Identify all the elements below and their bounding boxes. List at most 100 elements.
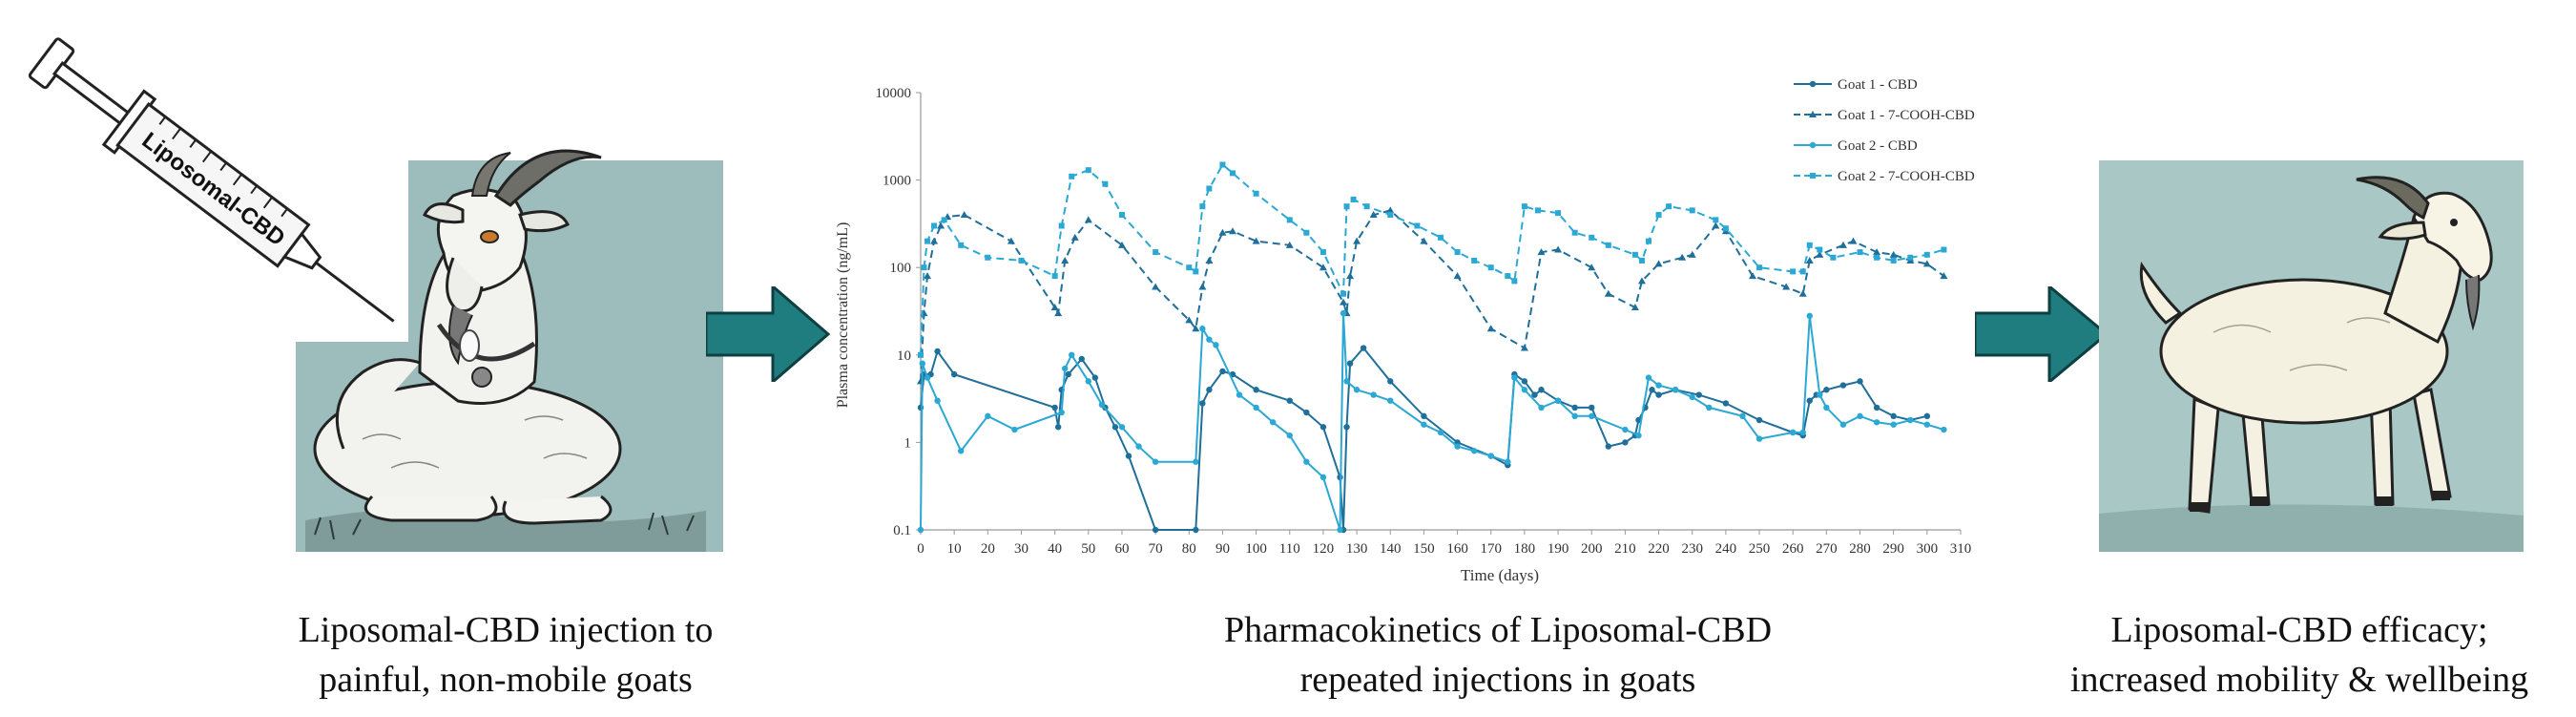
x-tick-label: 30 (1014, 541, 1028, 557)
data-point (1873, 419, 1880, 426)
data-point (941, 217, 947, 223)
legend-item: Goat 1 - 7-COOH-CBD (1794, 108, 1975, 123)
data-point (1319, 264, 1327, 271)
data-point (1205, 256, 1214, 264)
data-point (1538, 404, 1545, 411)
data-point (1810, 173, 1816, 179)
data-point (1343, 378, 1350, 385)
data-point (1054, 309, 1063, 317)
data-point (1420, 237, 1428, 244)
data-point (1505, 458, 1511, 465)
data-point (1666, 203, 1672, 210)
data-point (1252, 237, 1260, 244)
data-point (1061, 365, 1069, 372)
data-point (1199, 400, 1206, 407)
x-tick-label: 310 (1950, 541, 1972, 557)
data-point (1631, 251, 1638, 258)
data-point (1816, 250, 1824, 258)
x-tick-label: 60 (1114, 541, 1129, 557)
data-point (1253, 387, 1259, 393)
data-point (1799, 268, 1806, 275)
data-point (1058, 409, 1065, 416)
x-tick-label: 260 (1782, 541, 1804, 557)
data-point (1340, 290, 1347, 297)
data-point (1051, 273, 1058, 280)
data-point (917, 526, 924, 534)
data-point (1218, 228, 1227, 236)
data-point (1118, 424, 1126, 431)
data-point (1078, 355, 1085, 363)
data-point (1085, 167, 1091, 174)
data-point (1487, 453, 1494, 459)
data-point (1638, 257, 1645, 264)
data-point (1069, 351, 1075, 358)
data-point (1520, 344, 1528, 351)
y-tick-label: 0.1 (893, 523, 911, 538)
data-point (1011, 426, 1018, 433)
data-point (1219, 368, 1226, 375)
data-point (985, 412, 991, 420)
data-point (1817, 391, 1823, 398)
data-point (1111, 424, 1119, 431)
data-point (1809, 111, 1817, 117)
data-point (1907, 416, 1914, 424)
data-point (1554, 245, 1563, 253)
data-point (1286, 397, 1293, 404)
data-point (1065, 370, 1071, 378)
data-point (1857, 378, 1863, 385)
x-tick-label: 220 (1648, 541, 1670, 557)
data-point (1889, 250, 1898, 258)
center-caption-line-1: Pharmacokinetics of Liposomal-CBD (1223, 610, 1773, 650)
data-point (1421, 412, 1427, 420)
center-caption: Pharmacokinetics of Liposomal-CBD repeat… (1135, 605, 1860, 705)
data-point (1285, 241, 1294, 248)
data-point (1521, 378, 1528, 385)
x-tick-label: 70 (1149, 541, 1163, 557)
data-point (924, 272, 932, 280)
data-point (1922, 260, 1931, 267)
data-point (1438, 234, 1444, 241)
data-point (1421, 421, 1427, 428)
data-point (1605, 443, 1612, 450)
x-tick-label: 160 (1446, 541, 1468, 557)
x-tick-label: 200 (1581, 541, 1603, 557)
data-point (1823, 387, 1830, 393)
data-point (1645, 374, 1652, 381)
data-point (1654, 260, 1663, 267)
data-point (924, 374, 931, 381)
data-point (1206, 185, 1213, 192)
right-caption-line-2: increased mobility & wellbeing (2069, 660, 2529, 700)
data-point (1531, 391, 1538, 398)
data-point (1337, 526, 1343, 534)
series-goat-2-cbd (917, 309, 1947, 534)
y-tick-label: 1 (904, 435, 912, 451)
data-point (1631, 303, 1639, 310)
data-point (1125, 453, 1132, 459)
legend-item: Goat 2 - 7-COOH-CBD (1794, 169, 1975, 184)
data-point (1534, 207, 1541, 214)
data-point (1890, 421, 1897, 428)
left-caption-line-2: painful, non-mobile goats (319, 660, 693, 700)
data-point (1253, 404, 1259, 411)
data-point (1303, 409, 1310, 416)
data-point (1712, 221, 1720, 229)
data-point (1117, 241, 1126, 248)
data-point (1050, 303, 1059, 310)
data-point (1085, 378, 1092, 385)
data-point (1185, 316, 1194, 324)
x-tick-label: 180 (1514, 541, 1536, 557)
data-point (1637, 277, 1646, 285)
data-point (1303, 229, 1310, 236)
data-point (1817, 246, 1823, 253)
data-point (1199, 203, 1206, 210)
data-point (1722, 225, 1729, 232)
data-point (1061, 256, 1070, 264)
x-tick-label: 90 (1215, 541, 1230, 557)
data-point (1722, 400, 1730, 407)
data-point (1890, 412, 1897, 420)
data-point (1387, 397, 1394, 404)
data-point (1118, 212, 1125, 219)
x-tick-label: 0 (917, 541, 924, 557)
data-point (1907, 254, 1914, 261)
x-tick-label: 170 (1480, 541, 1502, 557)
